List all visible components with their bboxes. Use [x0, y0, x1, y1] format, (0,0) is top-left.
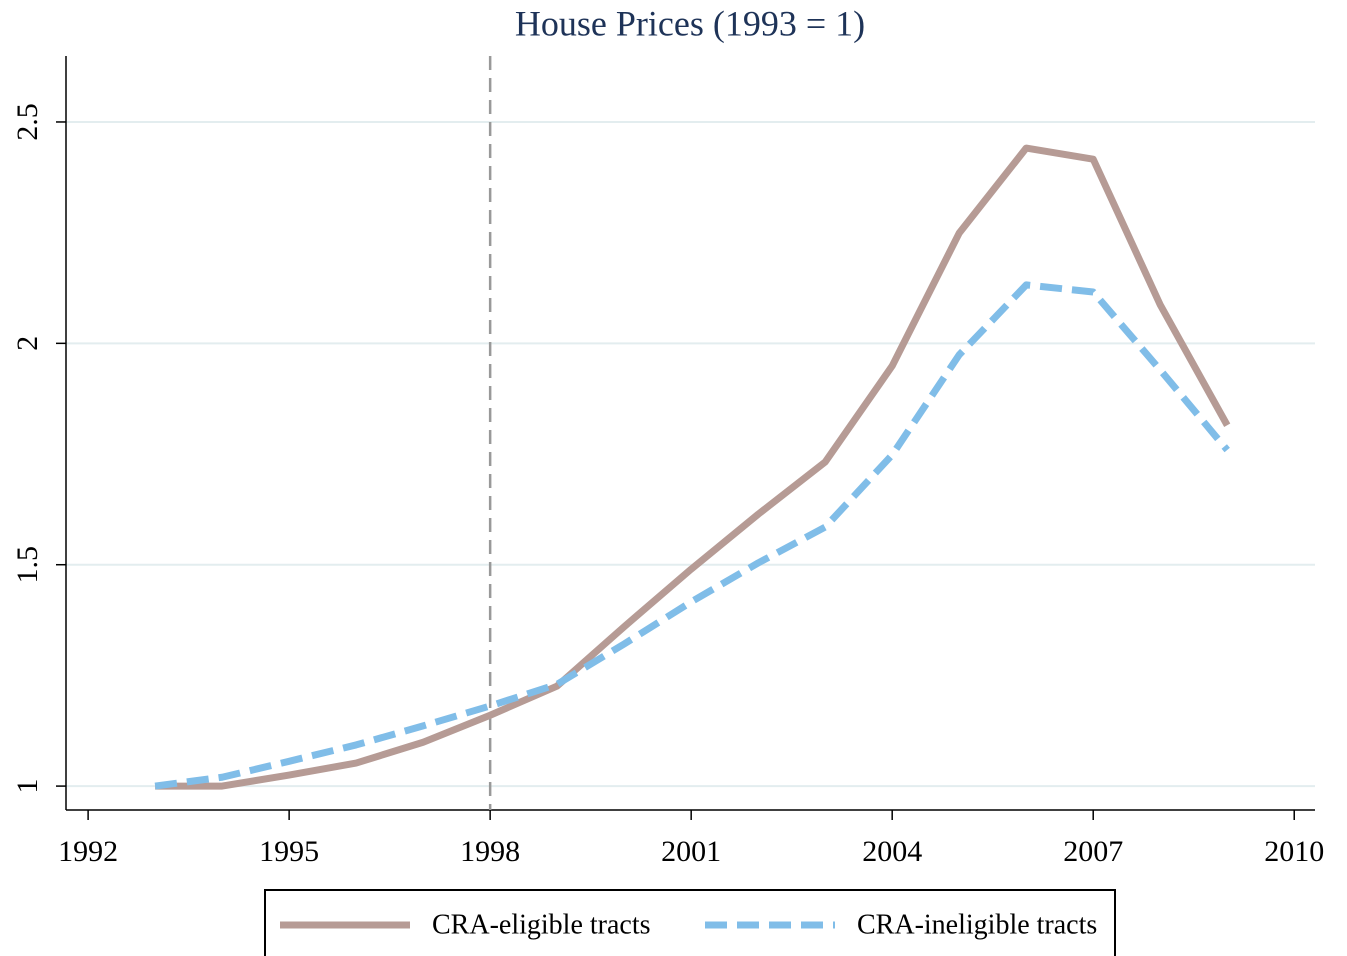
y-tick-label: 1 — [11, 779, 44, 794]
x-tick-label: 1995 — [259, 835, 319, 868]
x-tick-label: 2001 — [661, 835, 721, 868]
x-tick-label: 2004 — [862, 835, 922, 868]
chart-title: House Prices (1993 = 1) — [515, 3, 865, 43]
y-tick-label: 2.5 — [11, 103, 44, 141]
x-tick-label: 2007 — [1063, 835, 1123, 868]
data-line — [155, 144, 1231, 790]
x-tick-label: 1998 — [460, 835, 520, 868]
legend-label: CRA-eligible tracts — [432, 909, 651, 940]
legend-label: CRA-ineligible tracts — [857, 909, 1097, 940]
x-tick-label: 1992 — [58, 835, 118, 868]
y-tick-label: 2 — [11, 336, 44, 351]
data-line — [154, 281, 1230, 790]
legend-box — [264, 889, 1116, 956]
y-tick-label: 1.5 — [11, 546, 44, 584]
x-tick-label: 2010 — [1264, 835, 1324, 868]
